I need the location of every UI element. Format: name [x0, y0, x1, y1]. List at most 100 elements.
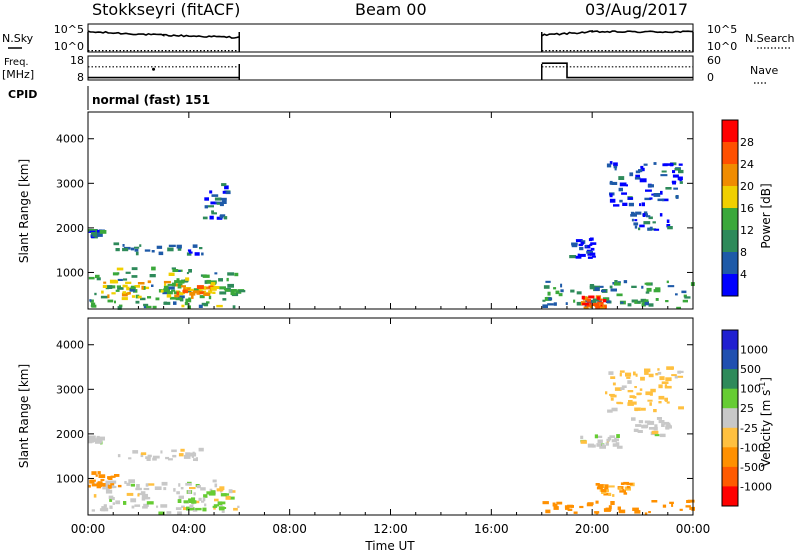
power-cell-114	[198, 304, 203, 308]
power-scale-frame	[721, 119, 739, 297]
power-cell-231	[113, 242, 120, 246]
power-plot-bg	[88, 112, 693, 309]
power-cell-154	[107, 294, 110, 299]
power-cell-207	[89, 230, 96, 233]
power-cell-305	[548, 297, 553, 301]
power-cell-230	[130, 247, 135, 251]
power-cell-445	[621, 192, 627, 195]
velocity-cell-241	[612, 494, 615, 497]
velocity-cell-228	[553, 504, 558, 507]
power-cell-304	[589, 284, 595, 288]
velocity-cell-321	[676, 375, 684, 378]
velocity-cell-272	[637, 430, 643, 433]
power-cell-218	[168, 244, 176, 247]
power-cell-88	[172, 269, 179, 272]
nsky-label: N.Sky	[2, 32, 34, 45]
power-cell-337	[644, 299, 649, 302]
velocity-cell-331	[664, 384, 668, 388]
power-cell-341	[582, 296, 589, 301]
velocity-cell-56	[101, 506, 106, 509]
power-cell-61	[177, 286, 182, 289]
velocity-cell-212	[545, 509, 551, 514]
power-cell-418	[619, 182, 627, 187]
velocity-ytick-label-3: 1000	[56, 472, 84, 485]
power-swatch-1	[722, 142, 738, 165]
power-cell-143	[191, 295, 194, 299]
velocity-cell-294	[596, 443, 602, 447]
power-cell-440	[674, 168, 681, 171]
velocity-cell-374	[612, 382, 616, 386]
velocity-cell-137	[178, 495, 184, 499]
velocity-cell-259	[596, 486, 603, 490]
power-cell-340	[589, 304, 593, 309]
power-y-axis-label: Slant Range [km]	[17, 159, 31, 263]
velocity-cell-123	[96, 482, 100, 487]
velocity-cell-182	[198, 447, 204, 452]
power-cell-325	[576, 301, 583, 306]
velocity-cell-250	[608, 492, 612, 496]
nave-tick-bottom: 0	[707, 71, 714, 84]
power-scale-title: Power [dB]	[759, 183, 773, 248]
velocity-cell-29	[196, 485, 201, 489]
power-cell-220	[134, 246, 140, 249]
velocity-cell-360	[636, 392, 641, 396]
velocity-cell-49	[221, 510, 225, 513]
power-cell-175	[179, 292, 185, 295]
power-cell-381	[631, 218, 634, 222]
xtick-label-5: 20:00	[575, 522, 610, 536]
velocity-cell-53	[124, 481, 127, 484]
power-cell-181	[182, 289, 189, 294]
power-cell-212	[156, 245, 163, 249]
velocity-cell-280	[647, 420, 655, 425]
power-cell-149	[141, 285, 144, 290]
power-cell-436	[635, 170, 641, 174]
power-cell-371	[649, 228, 657, 231]
freq-line-1	[541, 62, 693, 79]
velocity-scale-title-sup: -1	[758, 382, 767, 390]
power-swatch-6	[722, 252, 738, 275]
velocity-cell-236	[671, 503, 674, 507]
power-cell-19	[90, 299, 94, 303]
power-cell-90	[230, 291, 235, 295]
velocity-cell-16	[109, 498, 113, 502]
power-cell-29	[235, 290, 242, 294]
power-cell-370	[630, 214, 637, 217]
power-cell-112	[131, 267, 138, 271]
velocity-scale-label-4: -25	[740, 422, 758, 435]
velocity-cell-221	[679, 508, 683, 511]
power-cell-246	[216, 202, 221, 205]
power-cell-328	[646, 282, 652, 285]
velocity-cell-73	[142, 496, 149, 500]
velocity-cell-97	[141, 493, 148, 498]
power-scale-label-0: 28	[740, 136, 754, 149]
power-cell-110	[214, 272, 218, 275]
nsky-panel-frame	[87, 23, 694, 53]
power-cell-302	[544, 297, 552, 301]
power-cell-384	[634, 219, 638, 222]
power-cell-123	[167, 283, 173, 286]
power-cell-195	[93, 229, 98, 233]
power-cell-172	[208, 291, 212, 294]
power-cell-210	[134, 248, 139, 252]
power-cell-217	[177, 248, 182, 251]
power-cell-461	[673, 187, 678, 190]
velocity-cell-345	[621, 385, 627, 388]
velocity-cell-110	[91, 471, 97, 475]
power-cell-473	[641, 202, 645, 207]
power-cell-399	[585, 244, 588, 248]
power-cell-421	[640, 167, 645, 172]
power-cell-153	[103, 281, 107, 284]
velocity-cell-36	[228, 496, 235, 500]
velocity-cell-75	[111, 497, 115, 501]
power-cell-276	[641, 285, 644, 289]
power-cell-46	[114, 300, 116, 304]
power-cell-392	[569, 255, 577, 259]
power-cell-10	[186, 272, 189, 275]
power-cell-228	[188, 251, 193, 254]
velocity-cell-378	[659, 376, 665, 381]
velocity-cell-40	[131, 505, 135, 509]
power-cell-222	[187, 249, 192, 252]
power-cell-105	[91, 304, 97, 308]
power-cell-226	[167, 247, 174, 252]
velocity-cell-273	[638, 420, 644, 424]
